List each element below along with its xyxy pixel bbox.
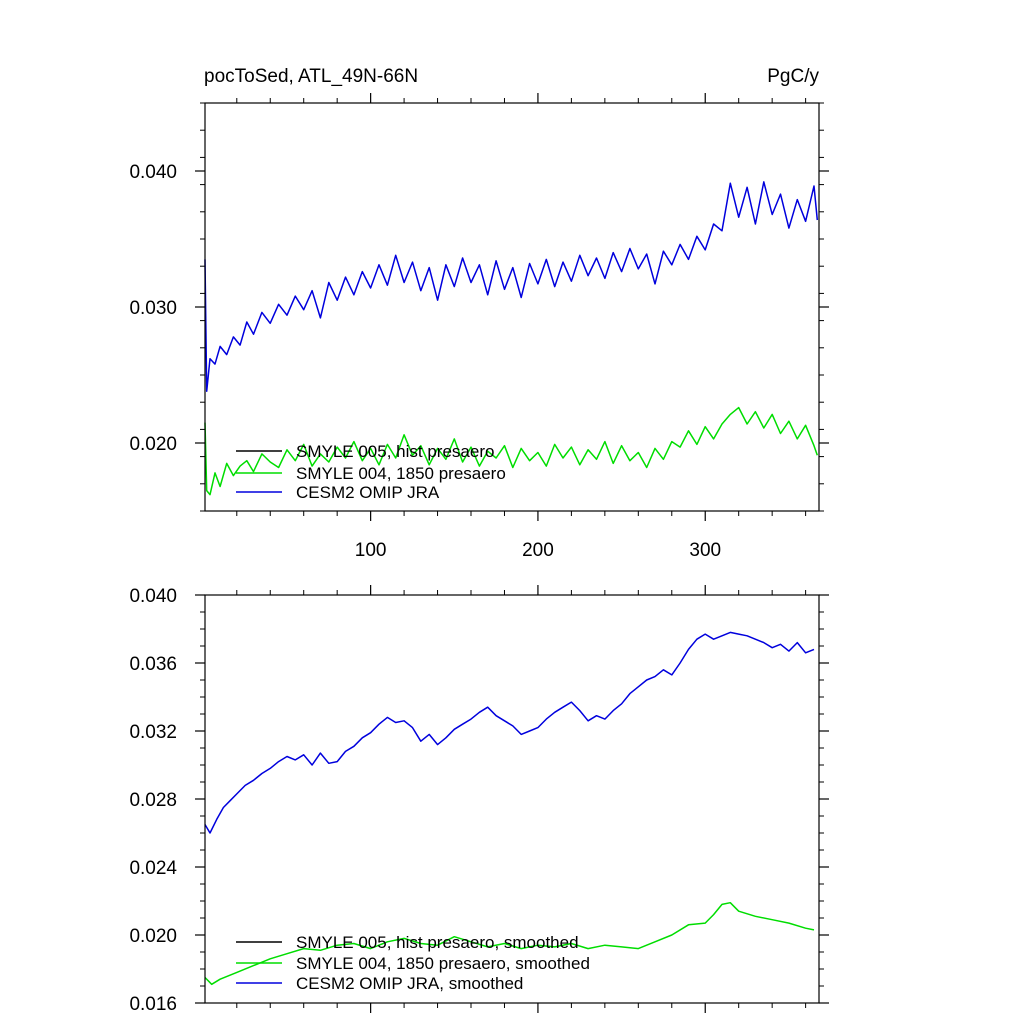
y-tick-label: 0.020: [129, 926, 177, 947]
legend-label-smyle-004: SMYLE 004, 1850 presaero: [296, 464, 506, 483]
y-tick-label: 0.032: [129, 722, 177, 743]
x-tick-label: 100: [355, 540, 387, 561]
top-panel: 0.020 0.030 0.040 100 200 300 SMYLE 005, hist…: [129, 93, 829, 561]
legend-label-smyle-004-smoothed: SMYLE 004, 1850 presaero, smoothed: [296, 954, 590, 973]
title-right: PgC/y: [767, 66, 819, 87]
series-line-smyle-004-1850-presaero-smoothed: [204, 901, 815, 986]
legend-label-smyle-005-smoothed: SMYLE 005, hist presaero, smoothed: [296, 933, 579, 952]
legend-label-smyle-005: SMYLE 005, hist presaero: [296, 442, 494, 461]
y-tick-label: 0.040: [129, 162, 177, 183]
title-left: pocToSed, ATL_49N-66N: [204, 66, 418, 87]
y-tick-label: 0.028: [129, 790, 177, 811]
legend-label-cesm2-smoothed: CESM2 OMIP JRA, smoothed: [296, 974, 523, 993]
y-tick-label: 0.020: [129, 434, 177, 455]
legend-label-cesm2: CESM2 OMIP JRA: [296, 483, 440, 502]
y-tick-label: 0.024: [129, 858, 177, 879]
x-tick-label: 200: [522, 540, 554, 561]
y-tick-label: 0.030: [129, 298, 177, 319]
y-tick-label: 0.016: [129, 994, 177, 1015]
series-line-cesm2-omip-jra-smoothed: [204, 631, 815, 834]
y-tick-label: 0.036: [129, 654, 177, 675]
series-line-smyle-004-1850-presaero: [204, 406, 819, 496]
top-legend: SMYLE 005, hist presaero SMYLE 004, 1850…: [236, 442, 506, 502]
bottom-panel: 0.016 0.020 0.024 0.028 0.032 0.036 0.040 SMYL…: [129, 585, 829, 1015]
bottom-legend: SMYLE 005, hist presaero, smoothed SMYLE…: [236, 933, 590, 993]
series-line-cesm2-omip-jra: [204, 181, 819, 393]
y-tick-label: 0.040: [129, 586, 177, 607]
x-tick-label: 300: [689, 540, 721, 561]
